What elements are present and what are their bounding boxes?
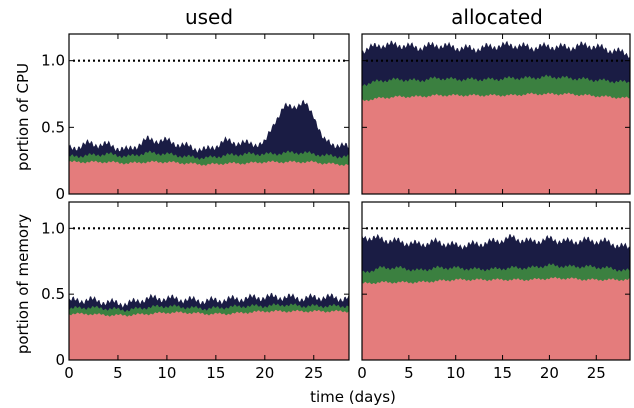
y-tick-label: 0.5 [41,118,65,136]
x-tick-label: 15 [493,364,512,382]
axes-frame [361,201,631,361]
panel-memory-used: 0 0.5 1.0 0 5 10 15 20 25 [41,201,350,382]
x-axis-label: time (days) [310,388,396,406]
x-tick-label: 20 [255,364,274,382]
series-area-1 [69,309,349,360]
panel-memory-allocated: 0 5 10 15 20 25 [357,201,631,382]
series-area-1 [362,276,630,360]
y-axis-label-cpu: portion of CPU [14,63,32,171]
axes-frame [361,33,631,195]
x-tick-label: 20 [540,364,559,382]
series-area-1 [69,160,349,194]
y-tick-label: 1.0 [41,219,65,237]
x-tick-label: 5 [113,364,123,382]
y-axis-label-memory: portion of memory [14,214,32,354]
y-tick-label: 0.5 [41,285,65,303]
x-tick-label: 10 [446,364,465,382]
y-tick-label: 0 [55,185,65,203]
x-tick-label: 0 [64,364,74,382]
panel-cpu-used: 0 0.5 1.0 [41,33,350,203]
panel-cpu-allocated [361,33,631,195]
x-tick-label: 0 [357,364,367,382]
axes-frame [68,201,350,361]
x-tick-label: 15 [206,364,225,382]
y-tick-label: 0 [55,351,65,369]
panel-title-allocated: allocated [451,5,543,29]
y-tick-label: 1.0 [41,52,65,70]
panel-title-used: used [185,5,233,29]
series-area-1 [362,92,630,194]
x-tick-label: 25 [587,364,606,382]
x-tick-label: 10 [157,364,176,382]
axes-frame [68,33,350,195]
x-tick-label: 5 [404,364,414,382]
x-tick-label: 25 [304,364,323,382]
